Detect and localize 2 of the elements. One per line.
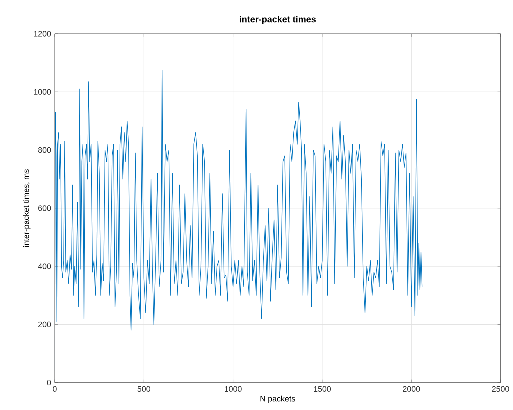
line-series xyxy=(54,70,423,372)
chart-title: inter-packet times xyxy=(240,16,316,25)
